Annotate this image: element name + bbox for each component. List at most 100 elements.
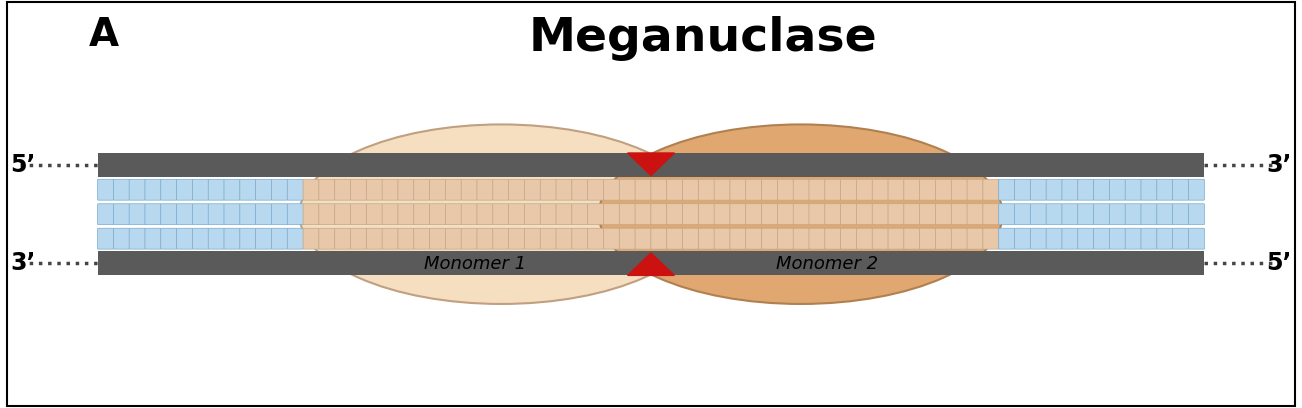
FancyBboxPatch shape <box>193 228 208 249</box>
FancyBboxPatch shape <box>540 204 556 225</box>
FancyBboxPatch shape <box>698 179 715 200</box>
FancyBboxPatch shape <box>271 179 288 200</box>
FancyBboxPatch shape <box>1014 179 1031 200</box>
FancyBboxPatch shape <box>366 228 383 249</box>
FancyBboxPatch shape <box>492 179 509 200</box>
FancyBboxPatch shape <box>967 204 983 225</box>
FancyBboxPatch shape <box>635 228 651 249</box>
FancyBboxPatch shape <box>398 228 414 249</box>
FancyBboxPatch shape <box>177 204 193 225</box>
FancyBboxPatch shape <box>319 179 335 200</box>
FancyBboxPatch shape <box>620 204 635 225</box>
FancyBboxPatch shape <box>651 228 667 249</box>
FancyBboxPatch shape <box>477 228 493 249</box>
FancyBboxPatch shape <box>113 179 129 200</box>
FancyBboxPatch shape <box>762 179 777 200</box>
FancyBboxPatch shape <box>967 228 983 249</box>
FancyBboxPatch shape <box>857 228 872 249</box>
FancyBboxPatch shape <box>525 228 540 249</box>
FancyBboxPatch shape <box>1094 228 1109 249</box>
FancyBboxPatch shape <box>129 179 146 200</box>
FancyBboxPatch shape <box>398 204 414 225</box>
FancyBboxPatch shape <box>1014 228 1031 249</box>
FancyBboxPatch shape <box>999 179 1014 200</box>
FancyBboxPatch shape <box>777 228 793 249</box>
FancyBboxPatch shape <box>572 228 589 249</box>
FancyBboxPatch shape <box>1094 204 1109 225</box>
FancyBboxPatch shape <box>98 228 113 249</box>
FancyBboxPatch shape <box>540 228 556 249</box>
FancyBboxPatch shape <box>303 228 319 249</box>
FancyBboxPatch shape <box>240 179 256 200</box>
FancyBboxPatch shape <box>477 179 493 200</box>
FancyBboxPatch shape <box>255 179 272 200</box>
FancyBboxPatch shape <box>240 228 256 249</box>
FancyBboxPatch shape <box>145 179 161 200</box>
FancyBboxPatch shape <box>888 204 904 225</box>
FancyBboxPatch shape <box>1156 204 1173 225</box>
FancyBboxPatch shape <box>730 228 746 249</box>
FancyBboxPatch shape <box>303 204 319 225</box>
FancyBboxPatch shape <box>572 204 589 225</box>
FancyBboxPatch shape <box>1141 204 1157 225</box>
FancyBboxPatch shape <box>587 204 604 225</box>
FancyBboxPatch shape <box>381 228 398 249</box>
FancyBboxPatch shape <box>713 179 730 200</box>
FancyBboxPatch shape <box>1141 179 1157 200</box>
FancyBboxPatch shape <box>999 204 1014 225</box>
FancyBboxPatch shape <box>1062 204 1078 225</box>
FancyBboxPatch shape <box>730 204 746 225</box>
FancyBboxPatch shape <box>824 228 841 249</box>
FancyBboxPatch shape <box>713 204 730 225</box>
FancyBboxPatch shape <box>145 204 161 225</box>
FancyBboxPatch shape <box>872 179 888 200</box>
FancyBboxPatch shape <box>935 228 952 249</box>
FancyBboxPatch shape <box>841 204 857 225</box>
FancyBboxPatch shape <box>461 204 478 225</box>
FancyBboxPatch shape <box>1156 179 1173 200</box>
FancyBboxPatch shape <box>1109 228 1125 249</box>
FancyBboxPatch shape <box>651 179 667 200</box>
FancyBboxPatch shape <box>603 179 620 200</box>
FancyBboxPatch shape <box>935 204 952 225</box>
FancyBboxPatch shape <box>430 179 445 200</box>
FancyBboxPatch shape <box>509 179 525 200</box>
FancyBboxPatch shape <box>1046 228 1062 249</box>
FancyBboxPatch shape <box>1078 228 1094 249</box>
FancyBboxPatch shape <box>430 204 445 225</box>
FancyBboxPatch shape <box>319 204 335 225</box>
FancyBboxPatch shape <box>1078 204 1094 225</box>
FancyBboxPatch shape <box>160 204 177 225</box>
FancyBboxPatch shape <box>160 179 177 200</box>
FancyBboxPatch shape <box>904 228 921 249</box>
FancyBboxPatch shape <box>492 204 509 225</box>
Polygon shape <box>628 253 674 275</box>
FancyBboxPatch shape <box>682 228 699 249</box>
FancyBboxPatch shape <box>1046 204 1062 225</box>
FancyBboxPatch shape <box>540 179 556 200</box>
FancyBboxPatch shape <box>350 228 367 249</box>
FancyBboxPatch shape <box>793 228 810 249</box>
FancyBboxPatch shape <box>635 204 651 225</box>
FancyBboxPatch shape <box>698 228 715 249</box>
FancyBboxPatch shape <box>98 204 113 225</box>
FancyBboxPatch shape <box>319 228 335 249</box>
FancyBboxPatch shape <box>509 228 525 249</box>
FancyBboxPatch shape <box>587 179 604 200</box>
FancyBboxPatch shape <box>919 228 936 249</box>
FancyBboxPatch shape <box>841 179 857 200</box>
FancyBboxPatch shape <box>1141 228 1157 249</box>
FancyBboxPatch shape <box>1125 179 1142 200</box>
FancyBboxPatch shape <box>1189 228 1204 249</box>
FancyBboxPatch shape <box>967 179 983 200</box>
FancyBboxPatch shape <box>461 179 478 200</box>
FancyBboxPatch shape <box>335 228 350 249</box>
FancyBboxPatch shape <box>177 179 193 200</box>
FancyBboxPatch shape <box>682 179 699 200</box>
FancyBboxPatch shape <box>872 204 888 225</box>
FancyBboxPatch shape <box>193 204 208 225</box>
FancyBboxPatch shape <box>919 204 936 225</box>
FancyBboxPatch shape <box>208 228 224 249</box>
FancyBboxPatch shape <box>651 204 667 225</box>
FancyBboxPatch shape <box>1173 228 1189 249</box>
